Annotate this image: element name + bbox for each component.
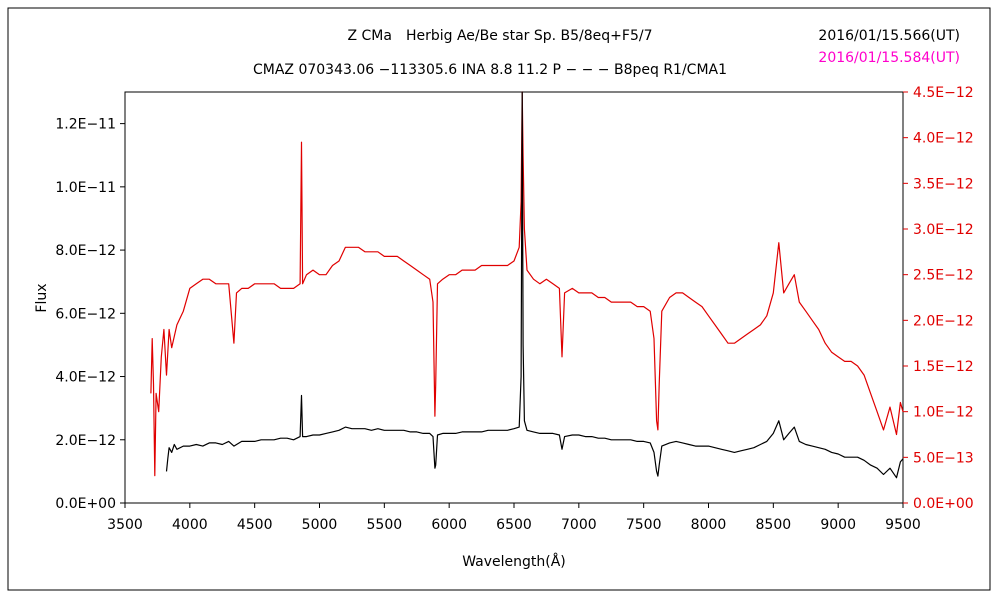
- x-tick-label: 7500: [626, 517, 662, 533]
- y-right-tick-label: 5.0E−13: [913, 450, 974, 466]
- y-right-tick-label: 4.0E−12: [913, 131, 974, 147]
- x-tick-label: 6500: [496, 517, 532, 533]
- y-left-axis-ticks: 0.0E+00 2.0E−12 4.0E−12 6.0E−12 8.0E−12 1.0E−…: [55, 117, 125, 512]
- x-tick-label: 9500: [885, 517, 921, 533]
- y-right-tick-label: 1.5E−12: [913, 359, 974, 375]
- y-left-tick-label: 1.0E−11: [55, 180, 116, 196]
- chart-frame: [7, 7, 991, 591]
- y-left-tick-label: 0.0E+00: [55, 496, 116, 512]
- x-tick-label: 6000: [431, 517, 467, 533]
- y-left-tick-label: 4.0E−12: [55, 370, 116, 386]
- x-tick-label: 5000: [302, 517, 338, 533]
- series-layer: [150, 91, 904, 479]
- series-black-line: [165, 91, 904, 479]
- x-tick-label: 8000: [691, 517, 727, 533]
- y-right-tick-label: 3.0E−12: [913, 222, 974, 238]
- chart-subtitle: CMAZ 070343.06 −113305.6 INA 8.8 11.2 P …: [253, 62, 727, 78]
- x-tick-label: 3500: [107, 517, 143, 533]
- series-red-line: [150, 91, 904, 477]
- timestamp-black: 2016/01/15.566(UT): [818, 28, 960, 44]
- y-axis-label: Flux: [34, 283, 50, 312]
- x-tick-label: 8500: [756, 517, 792, 533]
- timestamp-red: 2016/01/15.584(UT): [818, 50, 960, 66]
- y-left-tick-label: 1.2E−11: [55, 117, 116, 133]
- x-tick-label: 4500: [237, 517, 273, 533]
- y-right-tick-label: 4.5E−12: [913, 85, 974, 101]
- x-tick-label: 5500: [367, 517, 403, 533]
- x-tick-label: 7000: [561, 517, 597, 533]
- x-tick-label: 9000: [820, 517, 856, 533]
- chart-title: Z CMa Herbig Ae/Be star Sp. B5/8eq+F5/7: [347, 28, 652, 44]
- x-axis-ticks: 3500 4000 4500 5000 5500 6000 6500 7000 7500 8000…: [107, 503, 921, 533]
- x-tick-label: 4000: [172, 517, 208, 533]
- y-left-tick-label: 6.0E−12: [55, 306, 116, 322]
- y-right-axis-ticks: 0.0E+00 5.0E−13 1.0E−12 1.5E−12 2.0E−12 2.5E−…: [903, 85, 974, 512]
- y-right-tick-label: 1.0E−12: [913, 405, 974, 421]
- x-axis-label: Wavelength(Å): [462, 553, 566, 570]
- y-left-tick-label: 8.0E−12: [55, 243, 116, 259]
- y-left-tick-label: 2.0E−12: [55, 433, 116, 449]
- y-right-tick-label: 2.5E−12: [913, 268, 974, 284]
- y-right-tick-label: 2.0E−12: [913, 313, 974, 329]
- y-right-tick-label: 3.5E−12: [913, 176, 974, 192]
- y-right-tick-label: 0.0E+00: [913, 496, 974, 512]
